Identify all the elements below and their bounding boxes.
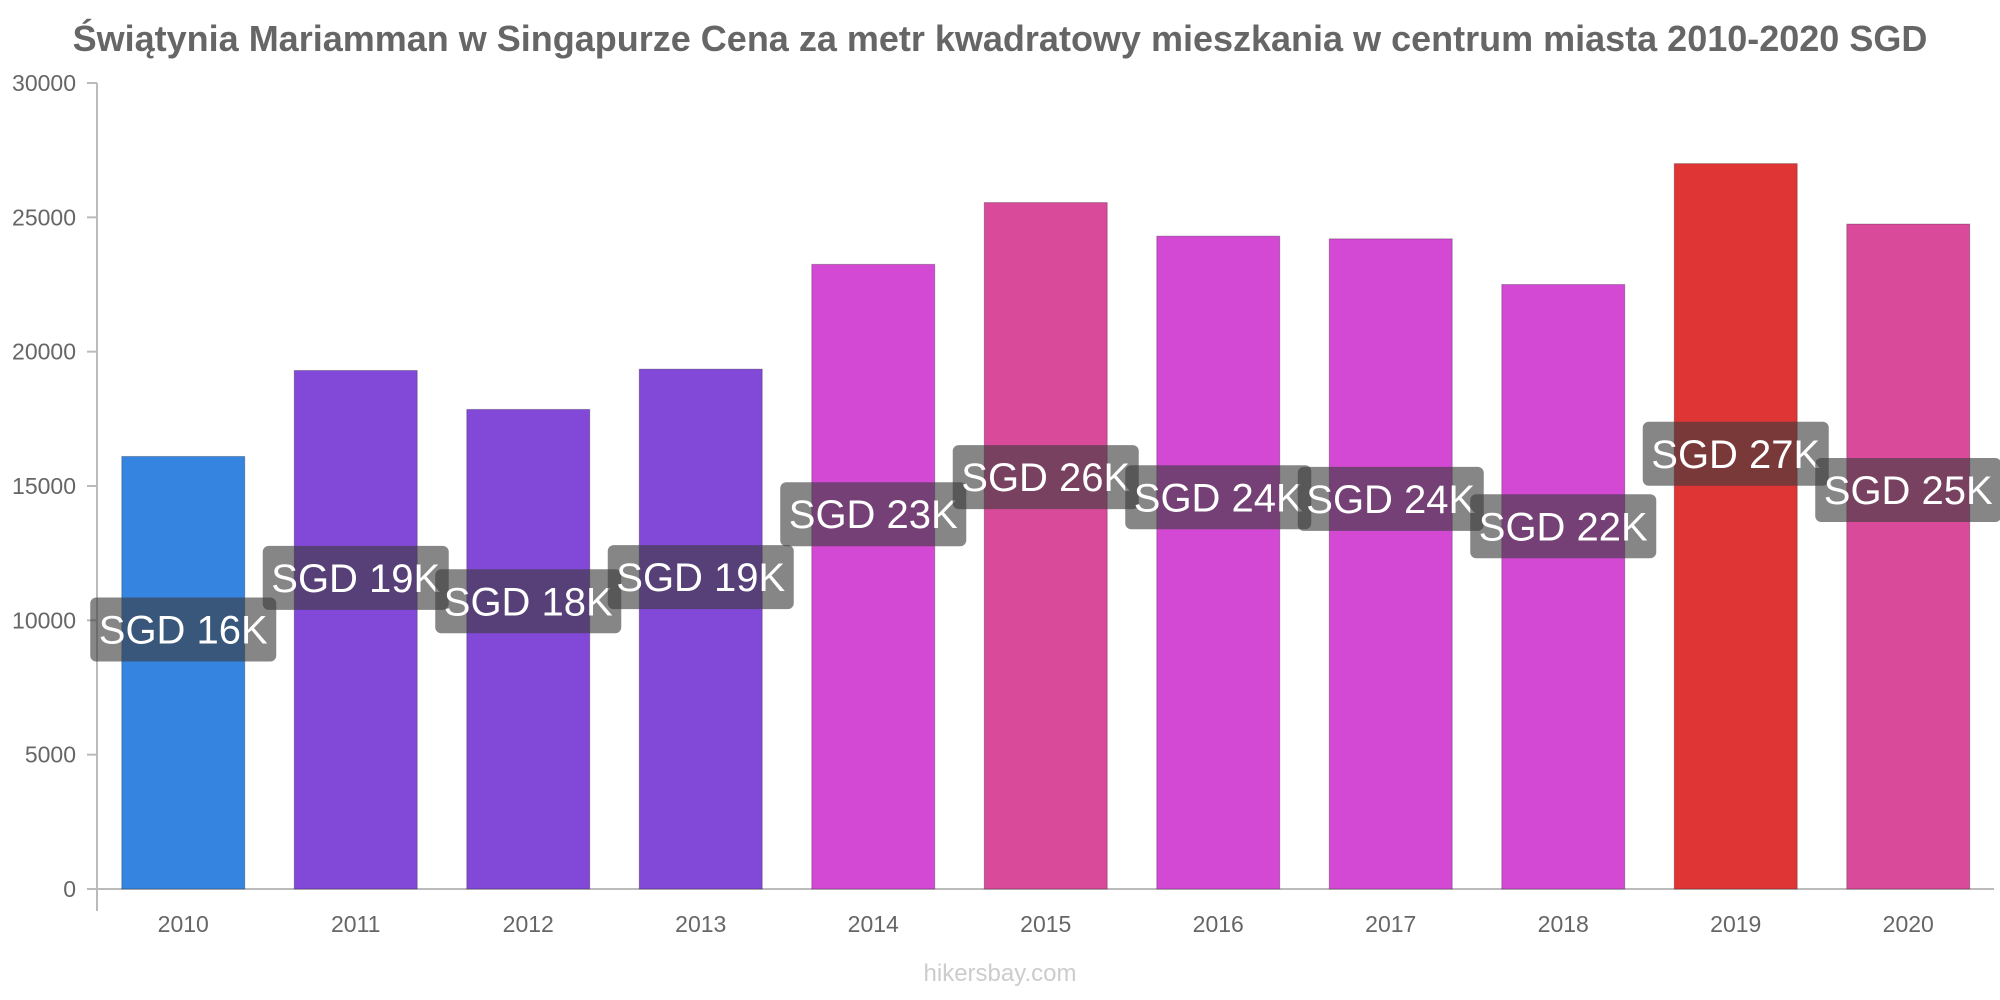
bar-2011 — [293, 369, 418, 890]
data-label: SGD 25K — [1824, 469, 1993, 513]
data-label-box — [607, 545, 794, 610]
y-axis: 0 5000 10000 15000 20000 25000 30000 — [12, 70, 98, 911]
data-label: SGD 18K — [444, 580, 613, 624]
data-label: SGD 26K — [961, 456, 1130, 500]
chart-title: Świątynia Mariamman w Singapurze Cena za… — [72, 18, 1928, 59]
x-tick-label: 2012 — [503, 911, 554, 937]
data-label-box — [780, 482, 967, 547]
data-label-box — [1470, 494, 1657, 559]
x-axis: 2010 2011 2012 2013 2014 2015 2016 2017 2018 2019… — [87, 888, 1994, 937]
x-tick-label: 2015 — [1020, 911, 1071, 937]
data-label-box — [435, 569, 622, 634]
x-tick-label: 2019 — [1710, 911, 1761, 937]
y-tick-label: 15000 — [12, 473, 76, 499]
bar-2019 — [1673, 163, 1798, 890]
data-label: SGD 27K — [1651, 433, 1820, 477]
data-label: SGD 19K — [271, 557, 440, 601]
x-tick-label: 2017 — [1365, 911, 1416, 937]
x-tick-label: 2016 — [1193, 911, 1244, 937]
data-label-box — [1815, 458, 2000, 523]
bar-2012 — [466, 408, 591, 890]
y-tick-label: 25000 — [12, 204, 76, 230]
data-label-box — [1125, 465, 1312, 530]
data-label-box — [1297, 466, 1484, 531]
data-label-box — [90, 597, 277, 662]
x-tick-label: 2011 — [331, 911, 380, 937]
data-label: SGD 19K — [616, 556, 785, 600]
y-tick-label: 20000 — [12, 339, 76, 365]
y-tick-label: 5000 — [25, 742, 76, 768]
data-label: SGD 24K — [1134, 476, 1303, 520]
bar-2014 — [811, 263, 936, 890]
x-tick-label: 2020 — [1883, 911, 1934, 937]
data-label: SGD 23K — [789, 493, 958, 537]
y-tick-label: 0 — [63, 876, 76, 902]
data-label: SGD 24K — [1306, 478, 1475, 522]
x-tick-label: 2014 — [848, 911, 899, 937]
y-tick-label: 10000 — [12, 607, 76, 633]
x-tick-label: 2010 — [158, 911, 209, 937]
bar-2015 — [983, 202, 1108, 890]
bar-2017 — [1328, 238, 1453, 890]
data-label: SGD 16K — [99, 608, 268, 652]
data-label-box — [952, 445, 1139, 510]
data-label-box — [262, 545, 449, 610]
bar-2016 — [1156, 235, 1281, 890]
bar-2013 — [638, 368, 763, 890]
bar-2018 — [1501, 284, 1626, 890]
data-label-box — [1642, 421, 1829, 486]
bar-2020 — [1846, 223, 1971, 890]
bars — [121, 163, 1971, 890]
y-tick-label: 30000 — [12, 70, 76, 96]
data-label: SGD 22K — [1479, 505, 1648, 549]
bar-2010 — [121, 455, 246, 890]
watermark: hikersbay.com — [923, 960, 1077, 987]
x-tick-label: 2013 — [675, 911, 726, 937]
x-tick-label: 2018 — [1538, 911, 1589, 937]
